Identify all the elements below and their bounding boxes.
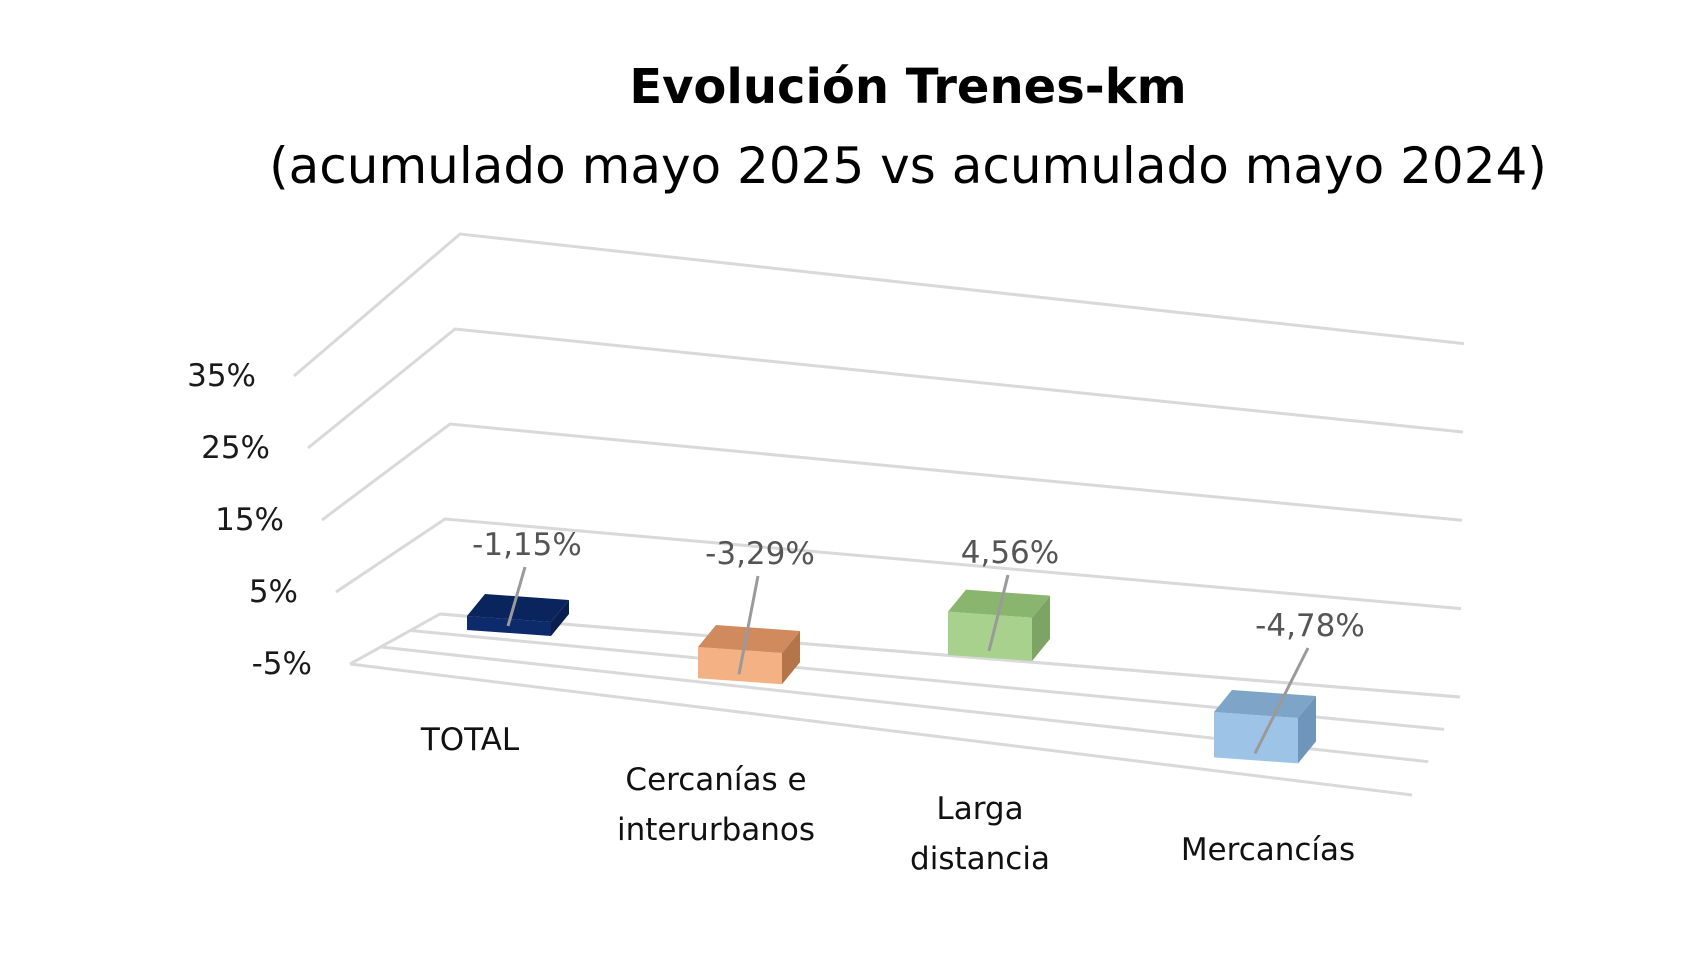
chart-title: Evolución Trenes-km: [629, 59, 1186, 115]
bar-top: [1214, 690, 1316, 718]
bar-top: [948, 589, 1050, 618]
bar-side: [782, 631, 800, 685]
category-label: Mercancías: [1181, 832, 1355, 868]
data-label: -3,29%: [705, 536, 815, 572]
gridlines: [293, 232, 1465, 797]
category-label: distancia: [910, 841, 1050, 877]
chart-subtitle: (acumulado mayo 2025 vs acumulado mayo 2…: [269, 137, 1547, 195]
x-axis-categories: TOTAL Cercanías e interurbanos Larga distanc…: [420, 722, 1355, 877]
data-label: -4,78%: [1255, 608, 1365, 644]
data-label-leader: [506, 566, 527, 627]
bar-top: [467, 594, 569, 622]
gridline: [307, 327, 1464, 450]
bar: [948, 589, 1050, 661]
data-label: 4,56%: [961, 535, 1059, 571]
bar-top: [698, 625, 800, 653]
gridline: [293, 232, 1465, 378]
y-tick-label: -5%: [252, 646, 312, 682]
data-label: -1,15%: [472, 527, 582, 563]
bar-front: [1214, 712, 1298, 764]
bar-side: [1298, 696, 1316, 764]
y-tick-label: 15%: [215, 502, 284, 538]
category-label: interurbanos: [617, 812, 815, 848]
bar: [1214, 690, 1316, 764]
gridline: [321, 422, 1463, 522]
floor-line: [349, 662, 1413, 797]
data-label-leader: [1253, 647, 1310, 755]
y-axis-ticks: -5% 5% 15% 25% 35%: [187, 358, 312, 682]
category-label: Larga: [936, 791, 1023, 827]
bar-front: [948, 611, 1032, 661]
bar: [467, 594, 569, 636]
bar-side: [1032, 595, 1050, 661]
data-labels: -1,15% -3,29% 4,56% -4,78%: [472, 527, 1365, 644]
bar-side: [551, 600, 569, 636]
y-tick-label: 25%: [201, 430, 270, 466]
y-tick-label: 35%: [187, 358, 256, 394]
bar: [698, 625, 800, 685]
data-label-leader: [987, 574, 1010, 652]
data-label-leaders: [506, 566, 1310, 755]
gridline: [335, 517, 1462, 611]
data-label-leader: [737, 575, 760, 675]
category-label: Cercanías e: [625, 762, 806, 798]
category-label: TOTAL: [420, 722, 520, 758]
y-tick-label: 5%: [249, 574, 298, 610]
